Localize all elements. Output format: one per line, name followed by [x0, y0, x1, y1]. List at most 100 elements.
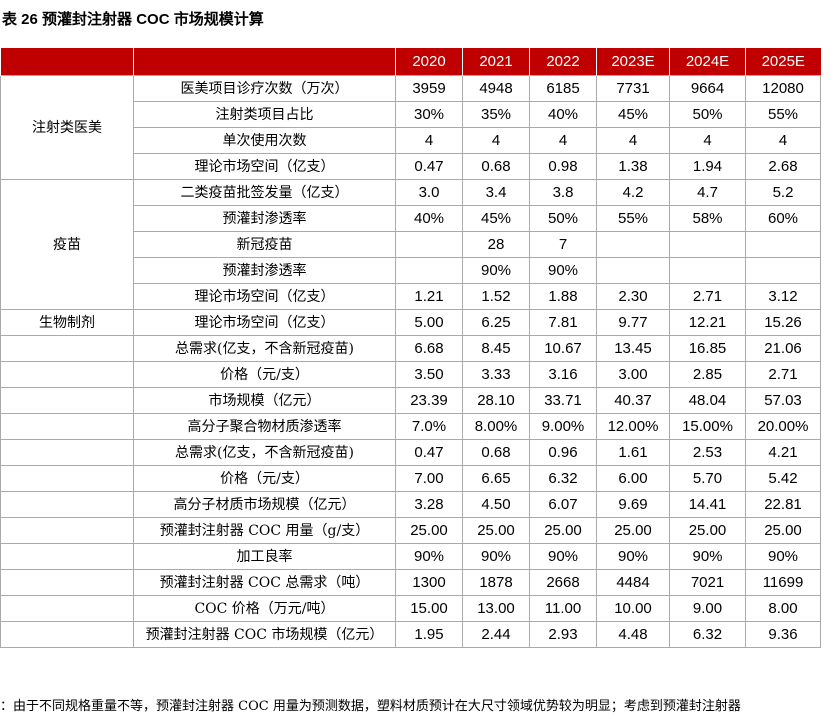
value-cell: 6.32: [669, 621, 746, 648]
row-label: COC 价格（万元/吨）: [133, 595, 396, 622]
group-label: 生物制剂: [0, 309, 134, 336]
group-cell: [0, 569, 134, 596]
row-label: 预灌封注射器 COC 总需求（吨）: [133, 569, 396, 596]
year-header: 2020: [395, 48, 463, 76]
row-label: 二类疫苗批签发量（亿支）: [133, 179, 396, 206]
table-row: 单次使用次数 4 4 4 4 4 4: [1, 127, 821, 154]
row-label: 预灌封注射器 COC 市场规模（亿元）: [133, 621, 396, 648]
table-row: 疫苗 二类疫苗批签发量（亿支） 3.0 3.4 3.8 4.2 4.7 5.2: [0, 179, 821, 310]
value-cell: 90%: [462, 257, 530, 284]
row-label: 单次使用次数: [133, 127, 396, 154]
table-row: 预灌封注射器 COC 用量（g/支） 25.00 25.00 25.00 25.00 25…: [0, 517, 821, 544]
table-row: 预灌封注射器 COC 市场规模（亿元） 1.95 2.44 2.93 4.48 6.32 9…: [0, 621, 821, 648]
value-cell: 4: [529, 127, 597, 154]
value-cell: 1.94: [669, 153, 746, 180]
value-cell: 0.96: [529, 439, 597, 466]
value-cell: 3.00: [596, 361, 670, 388]
group-cell: [0, 517, 134, 544]
value-cell: 9664: [669, 75, 746, 102]
table-row: 预灌封渗透率 90% 90%: [1, 257, 821, 284]
value-cell: [596, 257, 670, 284]
value-cell: 90%: [529, 257, 597, 284]
value-cell: 16.85: [669, 335, 746, 362]
value-cell: 5.42: [745, 465, 821, 492]
group-cell: [0, 439, 134, 466]
table-row: COC 价格（万元/吨） 15.00 13.00 11.00 10.00 9.00 8.00: [0, 595, 821, 622]
value-cell: 1.21: [395, 283, 463, 310]
value-cell: 11.00: [529, 595, 597, 622]
value-cell: 1300: [395, 569, 463, 596]
value-cell: 30%: [395, 101, 463, 128]
value-cell: 7.81: [529, 309, 597, 336]
value-cell: 6.65: [462, 465, 530, 492]
table-body: 注射类医美 医美项目诊疗次数（万次） 3959 4948 6185 7731 9664 120…: [0, 75, 821, 648]
value-cell: 2.85: [669, 361, 746, 388]
group-cell: [0, 491, 134, 518]
table-row: 总需求(亿支，不含新冠疫苗) 0.47 0.68 0.96 1.61 2.53 4.21: [0, 439, 821, 466]
value-cell: [669, 257, 746, 284]
group-cell: [0, 595, 134, 622]
table-row: 总需求(亿支，不含新冠疫苗) 6.68 8.45 10.67 13.45 16.85 21.…: [0, 335, 821, 362]
value-cell: 7.0%: [395, 413, 463, 440]
value-cell: 11699: [745, 569, 821, 596]
table-row: 预灌封注射器 COC 总需求（吨） 1300 1878 2668 4484 7021 116…: [0, 569, 821, 596]
row-label: 加工良率: [133, 543, 396, 570]
value-cell: 50%: [529, 205, 597, 232]
header-cell: [0, 48, 134, 76]
value-cell: 1.38: [596, 153, 670, 180]
value-cell: 3.50: [395, 361, 463, 388]
value-cell: 12080: [745, 75, 821, 102]
value-cell: 0.47: [395, 153, 463, 180]
value-cell: 90%: [596, 543, 670, 570]
value-cell: 2668: [529, 569, 597, 596]
value-cell: [596, 231, 670, 258]
value-cell: 15.00: [395, 595, 463, 622]
value-cell: 9.69: [596, 491, 670, 518]
table-row: 新冠疫苗 28 7: [1, 231, 821, 258]
value-cell: 4: [395, 127, 463, 154]
value-cell: 3.28: [395, 491, 463, 518]
value-cell: 15.00%: [669, 413, 746, 440]
value-cell: [745, 231, 821, 258]
row-label: 高分子材质市场规模（亿元）: [133, 491, 396, 518]
value-cell: 8.45: [462, 335, 530, 362]
value-cell: 21.06: [745, 335, 821, 362]
value-cell: 1.52: [462, 283, 530, 310]
value-cell: 58%: [669, 205, 746, 232]
row-label: 理论市场空间（亿支）: [133, 309, 396, 336]
value-cell: 45%: [462, 205, 530, 232]
value-cell: 1.61: [596, 439, 670, 466]
value-cell: 1.95: [395, 621, 463, 648]
value-cell: 90%: [462, 543, 530, 570]
value-cell: 0.68: [462, 439, 530, 466]
value-cell: 20.00%: [745, 413, 821, 440]
row-label: 价格（元/支）: [133, 361, 396, 388]
value-cell: 23.39: [395, 387, 463, 414]
value-cell: 4: [669, 127, 746, 154]
value-cell: 2.30: [596, 283, 670, 310]
value-cell: 1878: [462, 569, 530, 596]
header-cell: [133, 48, 396, 76]
value-cell: 25.00: [596, 517, 670, 544]
value-cell: 4.7: [669, 179, 746, 206]
row-label: 预灌封注射器 COC 用量（g/支）: [133, 517, 396, 544]
value-cell: 9.00: [669, 595, 746, 622]
value-cell: 13.45: [596, 335, 670, 362]
value-cell: 35%: [462, 101, 530, 128]
value-cell: 48.04: [669, 387, 746, 414]
value-cell: 4484: [596, 569, 670, 596]
value-cell: 90%: [669, 543, 746, 570]
value-cell: 40%: [529, 101, 597, 128]
table-row: 注射类项目占比 30% 35% 40% 45% 50% 55%: [1, 101, 821, 128]
table-row: 加工良率 90% 90% 90% 90% 90% 90%: [0, 543, 821, 570]
group-cell: [0, 465, 134, 492]
year-header: 2022: [529, 48, 597, 76]
value-cell: 7731: [596, 75, 670, 102]
group-cell: [0, 361, 134, 388]
value-cell: 4: [462, 127, 530, 154]
value-cell: [395, 257, 463, 284]
value-cell: 2.71: [669, 283, 746, 310]
row-label: 理论市场空间（亿支）: [133, 283, 396, 310]
value-cell: 28: [462, 231, 530, 258]
value-cell: 9.77: [596, 309, 670, 336]
